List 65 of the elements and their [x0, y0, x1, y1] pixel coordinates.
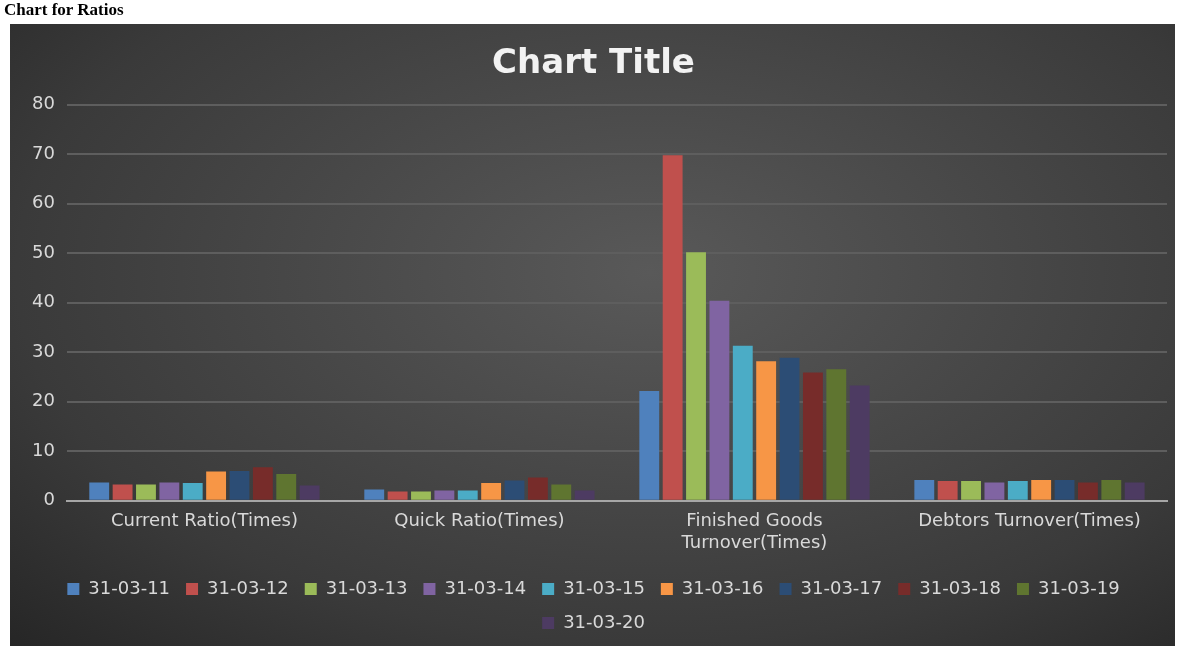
bar	[984, 482, 1005, 500]
bar	[551, 484, 572, 500]
legend-label: 31-03-15	[563, 576, 645, 598]
legend-label: 31-03-18	[919, 576, 1001, 598]
bar	[1031, 480, 1052, 500]
legend-label: 31-03-20	[563, 610, 645, 632]
bar	[112, 484, 133, 500]
bar	[961, 481, 981, 500]
bar	[481, 482, 502, 500]
bar	[937, 481, 958, 500]
x-tick-label: Debtors Turnover(Times)	[918, 509, 1141, 531]
bar	[159, 482, 180, 500]
bar	[732, 345, 753, 500]
y-tick-label: 10	[32, 438, 55, 460]
x-tick-label: Quick Ratio(Times)	[394, 509, 565, 531]
y-tick-label: 0	[43, 488, 55, 510]
bar	[686, 252, 706, 500]
y-tick-label: 50	[32, 240, 55, 262]
x-tick-label: Finished Goods Turnover(Times)	[680, 509, 828, 552]
legend-label: 31-03-13	[325, 576, 408, 598]
y-tick-label: 20	[32, 389, 55, 411]
y-tick-label: 80	[32, 92, 55, 114]
bar	[299, 485, 320, 500]
bar	[639, 390, 660, 500]
bar	[276, 474, 297, 500]
y-tick-label: 70	[32, 141, 55, 163]
bar	[89, 482, 110, 500]
bar	[504, 480, 525, 500]
bar	[252, 467, 273, 500]
bar	[206, 471, 227, 500]
bar	[849, 385, 870, 500]
bar	[709, 300, 730, 500]
bar	[387, 491, 408, 500]
bar	[182, 482, 203, 500]
bar	[1007, 481, 1028, 500]
bar	[574, 490, 595, 500]
bar	[802, 372, 823, 500]
legend-label: 31-03-11	[88, 576, 171, 598]
bar	[1077, 482, 1098, 500]
y-tick-label: 30	[32, 339, 55, 361]
bar	[136, 484, 156, 500]
bar	[364, 489, 385, 500]
bar	[1101, 480, 1122, 500]
bar	[229, 471, 250, 500]
bar	[662, 155, 683, 500]
legend-label: 31-03-16	[681, 576, 764, 598]
chart-title: Chart Title	[492, 41, 695, 82]
y-tick-label: 40	[32, 290, 55, 312]
bar	[914, 480, 935, 500]
bar	[1054, 480, 1075, 500]
bar	[411, 491, 431, 500]
bar	[779, 357, 800, 500]
text: Chart for Ratios	[4, 0, 124, 21]
legend-label: 31-03-19	[1037, 576, 1120, 598]
bar	[457, 490, 478, 500]
legend-label: 31-03-17	[800, 576, 883, 598]
bar	[527, 477, 548, 500]
bar	[1124, 482, 1145, 500]
bar	[826, 369, 847, 500]
legend-label: 31-03-14	[444, 576, 527, 598]
y-tick-label: 60	[32, 191, 55, 213]
bar	[434, 490, 455, 500]
legend-label: 31-03-12	[207, 576, 289, 598]
bar	[756, 361, 777, 500]
x-tick-label: Current Ratio(Times)	[110, 509, 298, 531]
